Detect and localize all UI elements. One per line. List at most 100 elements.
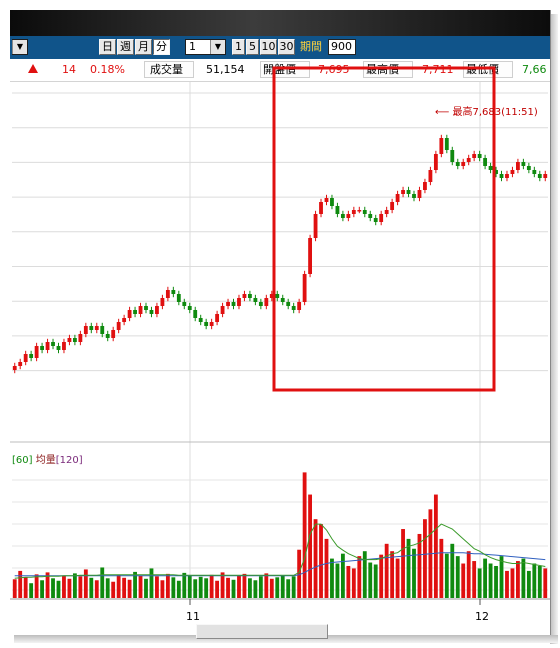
interval-10-button[interactable]: 10	[260, 39, 277, 55]
candle-body	[532, 170, 537, 174]
volume-bar	[297, 549, 302, 598]
volume-bar	[253, 580, 258, 598]
window-shadow-right	[550, 14, 558, 644]
candle-body	[444, 138, 449, 150]
candle-body	[330, 198, 334, 206]
candle-body	[324, 198, 329, 202]
volume-bar	[526, 570, 531, 598]
volume-bar	[384, 543, 389, 598]
volume-bar	[127, 579, 132, 598]
candle-body	[100, 326, 105, 334]
volume-bar	[89, 577, 94, 598]
volume-bar	[62, 575, 66, 598]
minute-button[interactable]: 分	[153, 39, 170, 55]
candle-body	[182, 302, 187, 306]
candle-body	[390, 202, 395, 210]
volume-bar	[160, 580, 165, 598]
volume-bar	[242, 573, 247, 598]
volume-bar	[308, 494, 312, 598]
volume-bar	[155, 576, 159, 598]
candle-body	[237, 298, 241, 306]
volume-bar	[122, 577, 127, 598]
candle-body	[368, 214, 373, 218]
candle-body	[297, 302, 302, 310]
chevron-down-icon: ▼	[210, 40, 225, 54]
candle-body	[291, 306, 296, 310]
candle-body	[433, 154, 438, 170]
volume-bar	[444, 553, 449, 598]
volume-bar	[330, 558, 334, 598]
volume-bar	[351, 568, 356, 598]
candle-body	[171, 290, 176, 294]
chart-window: ▼ 日 週 月 分 1 ▼ 1 5 10 30 期間 900 14 0.18% 成…	[10, 10, 551, 639]
volume-ma-short-line	[14, 523, 546, 579]
volume-bar	[521, 558, 526, 598]
candle-body	[226, 302, 230, 306]
volume-bar	[56, 580, 61, 598]
candle-body	[472, 154, 477, 158]
candle-body	[373, 218, 378, 222]
candle-body	[187, 306, 192, 310]
interval-select[interactable]: 1 ▼	[185, 39, 226, 55]
high-annotation-text: 最高7,683(11:51)	[452, 107, 538, 118]
candle-body	[308, 238, 312, 274]
volume-bar	[390, 551, 395, 598]
horizontal-scroll-thumb[interactable]	[196, 624, 328, 639]
candle-body	[29, 354, 34, 358]
candle-body	[220, 306, 225, 314]
volume-bar	[231, 579, 236, 598]
volume-bar	[72, 573, 77, 598]
volume-bar	[67, 578, 72, 598]
candle-body	[51, 342, 55, 346]
candle-body	[198, 318, 203, 322]
interval-1-button[interactable]: 1	[232, 39, 245, 55]
volume-bar	[111, 581, 116, 598]
volume-bar	[472, 561, 477, 598]
volume-bar	[373, 564, 378, 598]
toolbar: ▼ 日 週 月 分 1 ▼ 1 5 10 30 期間 900	[10, 36, 550, 59]
candle-body	[499, 174, 504, 178]
volume-bar	[40, 580, 44, 598]
volume-bar	[483, 558, 488, 598]
volume-bar	[45, 572, 50, 598]
volume-bar	[335, 563, 340, 598]
title-bar	[10, 10, 550, 36]
candle-body	[122, 318, 127, 322]
window-shadow-bottom	[14, 635, 558, 643]
candle-body	[204, 322, 209, 326]
candle-body	[231, 302, 236, 306]
candle-body	[461, 162, 466, 166]
candle-body	[160, 298, 165, 306]
candle-body	[209, 322, 214, 326]
change-percent: 0.18%	[90, 63, 125, 76]
volume-bar	[18, 570, 23, 598]
month-button[interactable]: 月	[135, 39, 152, 55]
volume-bar	[291, 576, 296, 598]
volume-bar	[176, 580, 181, 598]
candle-body	[23, 354, 28, 362]
interval-30-button[interactable]: 30	[278, 39, 295, 55]
volume-bar	[324, 538, 329, 598]
volume-bar	[220, 572, 225, 598]
candle-body	[176, 294, 181, 302]
volume-value: 51,154	[206, 63, 245, 76]
volume-bar	[362, 551, 367, 598]
symbol-dropdown[interactable]: ▼	[12, 39, 28, 55]
volume-bar	[198, 576, 203, 598]
volume-bar	[466, 551, 471, 598]
candle-body	[133, 310, 137, 314]
volume-bar	[319, 524, 323, 598]
volume-bar	[461, 563, 466, 598]
candle-body	[455, 162, 460, 166]
candle-body	[395, 194, 400, 202]
volume-bar	[455, 556, 460, 598]
volume-bar	[12, 579, 17, 598]
day-button[interactable]: 日	[99, 39, 116, 55]
week-button[interactable]: 週	[117, 39, 134, 55]
candle-body	[313, 214, 318, 238]
candle-body	[67, 338, 72, 342]
period-input[interactable]: 900	[328, 39, 356, 55]
interval-5-button[interactable]: 5	[246, 39, 259, 55]
candle-body	[40, 346, 44, 350]
volume-bar	[133, 571, 137, 598]
